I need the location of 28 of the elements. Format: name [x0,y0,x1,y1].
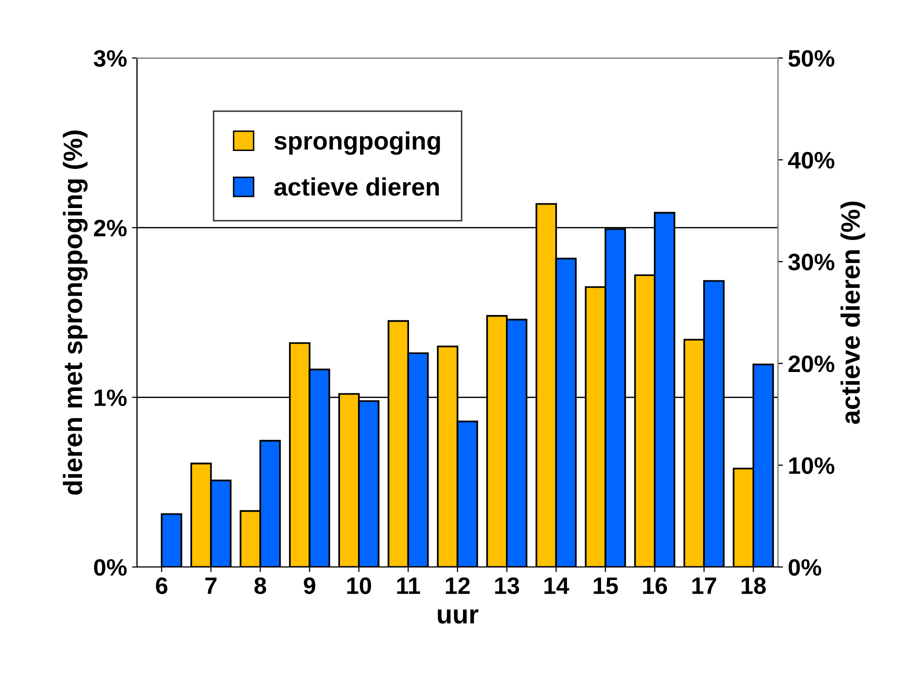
x-tick-label: 9 [304,577,316,594]
x-tick-label: 15 [594,578,618,594]
y2-tick-label: 0% [788,559,822,576]
y2-tick-label: 50% [788,50,834,67]
y-tick-label: 2% [94,220,127,236]
x-tick-label: 17 [692,578,716,594]
legend-label: actieve dieren [274,177,439,196]
y-tick-label: 1% [94,389,127,406]
x-tick-label: 14 [544,578,570,594]
x-tick-label: 18 [742,577,766,594]
x-tick-label: 10 [347,577,372,594]
x-tick-label: 8 [254,577,266,594]
y-tick-label: 3% [94,50,127,67]
x-tick-label: 12 [446,577,470,594]
x-tick-label: 16 [643,577,668,594]
x-tick-label: 11 [397,578,420,594]
x-tick-label: 13 [495,577,520,594]
y-axis-title: dieren met sprongpoging (%) [62,130,88,495]
y2-axis-title: actieve dieren (%) [840,202,866,424]
x-tick-label: 7 [205,578,216,594]
y-tick-label: 0% [94,559,127,576]
y2-tick-label: 10% [789,457,834,474]
x-tick-label: 6 [156,577,168,594]
y2-tick-label: 30% [788,254,834,270]
y2-tick-label: 40% [788,152,834,169]
y2-tick-label: 20% [788,355,834,372]
legend-label: sprongpoging [274,131,440,155]
x-axis-title: uur [438,609,478,624]
